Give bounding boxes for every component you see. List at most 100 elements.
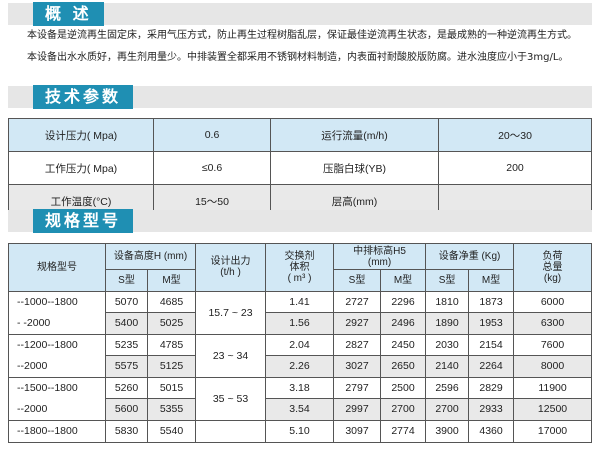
volume-unit: ( m³ ) [287,272,312,284]
height-s: 5260 [105,376,148,399]
mid-m: 2774 [380,419,427,443]
load: 6300 [513,312,592,335]
load: 8000 [513,355,592,378]
weight-m: 4360 [468,419,515,443]
params-header: 技术参数 [8,85,592,109]
volume: 2.26 [265,355,335,378]
model-cell: --1200--1800 --2000 [8,333,106,378]
mid-m: 2700 [380,398,427,421]
mid-s: 2797 [333,376,382,399]
weight-m: 1953 [468,312,515,335]
col-volume: 交换剂 体积( m³ ) [265,243,335,292]
weight-s: S型 [425,269,470,292]
weight-m: 2829 [468,376,515,399]
height-m: 5125 [146,355,197,378]
param-label: 压脂白球(YB) [270,151,439,185]
model-text: --1000--1800 [17,295,78,308]
model-text: --2000 [17,402,48,415]
spec-row: --1000--1800 - -2000 5070 4685 15.7 ~ 23 1.41… [8,290,592,335]
param-value: ≤0.6 [153,151,271,185]
col-output: 设计出力 (t/h ) [195,243,267,292]
load: 12500 [513,398,592,421]
output-cell: 23 ~ 34 [195,333,267,378]
spec-row: --1500--1800 --2000 5260 5015 35 ~ 53 3.18 279… [8,376,592,421]
model-text: --1800--1800 [17,424,78,437]
mid-s: S型 [333,269,382,292]
output-cell [195,419,267,443]
mid-m: 2296 [380,290,427,313]
model-text: - -2000 [17,316,51,329]
overview-line-1: 本设备是逆流再生固定床，采用气压方式，防止再生过程树脂乱层，保证最佳逆流再生状态… [27,30,577,41]
volume: 1.56 [265,312,335,335]
params-table: 设计压力( Mpa) 0.6 运行流量(m/h) 20～30 工作压力( Mpa) ≤0.… [8,118,592,218]
param-label: 设计压力( Mpa) [8,118,154,152]
overview-line-2: 本设备出水水质好，再生剂用量少。中排装置全都采用不锈钢材料制造，内表面衬耐酸胶版… [27,52,569,63]
weight-m: 1873 [468,290,515,313]
model-text: --2000 [17,359,48,372]
overview-header: 概 述 [8,2,592,26]
model-text: --1500--1800 [17,381,78,394]
height-s: S型 [105,269,148,292]
mid-m: 2450 [380,333,427,356]
output-cell: 15.7 ~ 23 [195,290,267,335]
weight-m: 2933 [468,398,515,421]
spec-row: --1800--1800 5830 5540 5.10 3097 2774 3900 4360… [8,419,592,443]
volume-label-2: 体积 [289,261,310,273]
param-row: 设计压力( Mpa) 0.6 运行流量(m/h) 20～30 [8,118,592,152]
param-row: 工作压力( Mpa) ≤0.6 压脂白球(YB) 200 [8,151,592,185]
load-unit: (kg) [543,272,562,284]
weight-s: 1890 [425,312,470,335]
col-load: 负荷 总量 (kg) [513,243,592,292]
weight-s: 2700 [425,398,470,421]
spec-row: 5575 5125 2.26 3027 2650 2140 2264 8000 [9,355,592,378]
param-value: 0.6 [153,118,271,152]
weight-m: M型 [468,269,515,292]
model-text: --1200--1800 [17,338,78,351]
height-m: 5025 [146,312,197,335]
spec-row: 5600 5355 3.54 2997 2700 2700 2933 12500 [9,398,592,421]
weight-s: 2030 [425,333,470,356]
mid-s: 2827 [333,333,382,356]
height-s: 5830 [105,419,148,443]
mid-s: 2927 [333,312,382,335]
weight-m: 2154 [468,333,515,356]
mid-s: 3027 [333,355,382,378]
param-value: 200 [438,151,592,185]
volume: 1.41 [265,290,335,313]
volume: 2.04 [265,333,335,356]
volume: 3.54 [265,398,335,421]
height-s: 5600 [105,398,148,421]
spec-row: --1200--1800 --2000 5235 4785 23 ~ 34 2.04 282… [8,333,592,378]
weight-s: 2140 [425,355,470,378]
mid-m: 2650 [380,355,427,378]
weight-m: 2264 [468,355,515,378]
mid-m: 2496 [380,312,427,335]
mid-unit: (mm) [367,256,392,268]
mid-m: M型 [380,269,427,292]
load: 6000 [513,290,592,313]
volume: 3.18 [265,376,335,399]
height-m: M型 [146,269,197,292]
height-m: 4685 [146,290,197,313]
volume: 5.10 [265,419,335,443]
output-label: 设计出力 [210,256,251,268]
mid-label: 中排标高H5 [353,245,406,257]
spec-table: 规格型号 设备高度H (mm) 设计出力 (t/h ) 交换剂 体积( m³ ) 中… [8,243,592,443]
mid-s: 2997 [333,398,382,421]
height-s: 5575 [105,355,148,378]
spec-row: 5400 5025 1.56 2927 2496 1890 1953 6300 [9,312,592,335]
model-cell: --1500--1800 --2000 [8,376,106,421]
height-s: 5400 [105,312,148,335]
param-value: 20～30 [438,118,592,152]
volume-label: 交换剂 [284,250,315,262]
model-cell: --1800--1800 [8,419,106,443]
col-height: 设备高度H (mm) [104,243,197,270]
weight-s: 1810 [425,290,470,313]
weight-s: 3900 [425,419,470,443]
mid-s: 3097 [333,419,382,443]
height-s: 5070 [105,290,148,313]
col-model: 规格型号 [8,243,106,292]
model-cell: --1000--1800 - -2000 [8,290,106,335]
overview-title: 概 述 [33,2,104,26]
load-label: 负荷 [542,250,563,262]
